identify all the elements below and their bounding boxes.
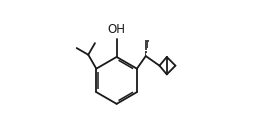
Text: OH: OH	[108, 23, 126, 36]
